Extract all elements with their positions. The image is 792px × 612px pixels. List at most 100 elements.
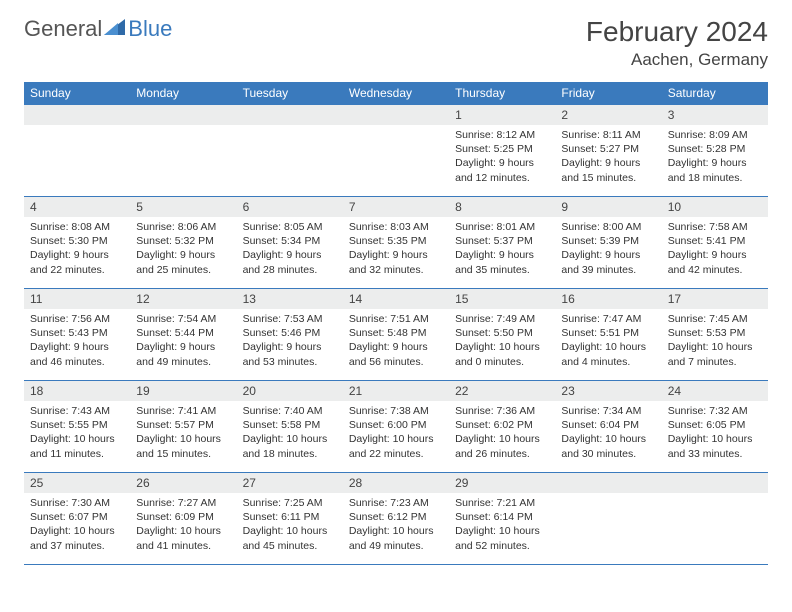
calendar-row: 4Sunrise: 8:08 AMSunset: 5:30 PMDaylight… xyxy=(24,197,768,289)
calendar-cell: 9Sunrise: 8:00 AMSunset: 5:39 PMDaylight… xyxy=(555,197,661,289)
day-number: 26 xyxy=(130,473,236,493)
day-number: 13 xyxy=(237,289,343,309)
day-details: Sunrise: 8:00 AMSunset: 5:39 PMDaylight:… xyxy=(555,217,661,283)
day-details: Sunrise: 8:01 AMSunset: 5:37 PMDaylight:… xyxy=(449,217,555,283)
calendar-cell: 29Sunrise: 7:21 AMSunset: 6:14 PMDayligh… xyxy=(449,473,555,565)
calendar-cell: 27Sunrise: 7:25 AMSunset: 6:11 PMDayligh… xyxy=(237,473,343,565)
day-number: 5 xyxy=(130,197,236,217)
logo-text-blue: Blue xyxy=(128,16,172,42)
day-number: 6 xyxy=(237,197,343,217)
calendar-cell: 18Sunrise: 7:43 AMSunset: 5:55 PMDayligh… xyxy=(24,381,130,473)
day-number: 23 xyxy=(555,381,661,401)
day-details: Sunrise: 7:40 AMSunset: 5:58 PMDaylight:… xyxy=(237,401,343,467)
weekday-header-row: SundayMondayTuesdayWednesdayThursdayFrid… xyxy=(24,82,768,105)
title-block: February 2024 Aachen, Germany xyxy=(586,16,768,70)
day-details: Sunrise: 7:49 AMSunset: 5:50 PMDaylight:… xyxy=(449,309,555,375)
day-number: 3 xyxy=(662,105,768,125)
calendar-cell-empty xyxy=(555,473,661,565)
day-number xyxy=(130,105,236,125)
day-details: Sunrise: 7:47 AMSunset: 5:51 PMDaylight:… xyxy=(555,309,661,375)
day-details: Sunrise: 7:41 AMSunset: 5:57 PMDaylight:… xyxy=(130,401,236,467)
calendar-cell-empty xyxy=(662,473,768,565)
calendar-table: SundayMondayTuesdayWednesdayThursdayFrid… xyxy=(24,82,768,565)
day-details: Sunrise: 7:54 AMSunset: 5:44 PMDaylight:… xyxy=(130,309,236,375)
calendar-cell: 8Sunrise: 8:01 AMSunset: 5:37 PMDaylight… xyxy=(449,197,555,289)
calendar-cell: 10Sunrise: 7:58 AMSunset: 5:41 PMDayligh… xyxy=(662,197,768,289)
day-number: 17 xyxy=(662,289,768,309)
day-details: Sunrise: 7:34 AMSunset: 6:04 PMDaylight:… xyxy=(555,401,661,467)
day-details: Sunrise: 8:09 AMSunset: 5:28 PMDaylight:… xyxy=(662,125,768,191)
calendar-row: 11Sunrise: 7:56 AMSunset: 5:43 PMDayligh… xyxy=(24,289,768,381)
weekday-header: Monday xyxy=(130,82,236,105)
day-number: 29 xyxy=(449,473,555,493)
calendar-cell: 6Sunrise: 8:05 AMSunset: 5:34 PMDaylight… xyxy=(237,197,343,289)
day-details: Sunrise: 7:51 AMSunset: 5:48 PMDaylight:… xyxy=(343,309,449,375)
day-number xyxy=(555,473,661,493)
calendar-cell: 24Sunrise: 7:32 AMSunset: 6:05 PMDayligh… xyxy=(662,381,768,473)
day-number: 12 xyxy=(130,289,236,309)
calendar-cell: 23Sunrise: 7:34 AMSunset: 6:04 PMDayligh… xyxy=(555,381,661,473)
calendar-cell-empty xyxy=(24,105,130,197)
calendar-cell: 28Sunrise: 7:23 AMSunset: 6:12 PMDayligh… xyxy=(343,473,449,565)
day-number xyxy=(24,105,130,125)
day-details: Sunrise: 7:25 AMSunset: 6:11 PMDaylight:… xyxy=(237,493,343,559)
day-number: 28 xyxy=(343,473,449,493)
day-details: Sunrise: 7:32 AMSunset: 6:05 PMDaylight:… xyxy=(662,401,768,467)
day-number xyxy=(662,473,768,493)
day-number: 15 xyxy=(449,289,555,309)
day-details: Sunrise: 8:11 AMSunset: 5:27 PMDaylight:… xyxy=(555,125,661,191)
calendar-cell: 14Sunrise: 7:51 AMSunset: 5:48 PMDayligh… xyxy=(343,289,449,381)
day-number: 20 xyxy=(237,381,343,401)
calendar-row: 25Sunrise: 7:30 AMSunset: 6:07 PMDayligh… xyxy=(24,473,768,565)
day-details: Sunrise: 7:38 AMSunset: 6:00 PMDaylight:… xyxy=(343,401,449,467)
day-details: Sunrise: 7:53 AMSunset: 5:46 PMDaylight:… xyxy=(237,309,343,375)
day-number: 14 xyxy=(343,289,449,309)
day-number: 1 xyxy=(449,105,555,125)
weekday-header: Sunday xyxy=(24,82,130,105)
calendar-cell: 16Sunrise: 7:47 AMSunset: 5:51 PMDayligh… xyxy=(555,289,661,381)
calendar-cell: 5Sunrise: 8:06 AMSunset: 5:32 PMDaylight… xyxy=(130,197,236,289)
day-number: 18 xyxy=(24,381,130,401)
day-details: Sunrise: 8:05 AMSunset: 5:34 PMDaylight:… xyxy=(237,217,343,283)
calendar-cell-empty xyxy=(237,105,343,197)
weekday-header: Thursday xyxy=(449,82,555,105)
day-number: 11 xyxy=(24,289,130,309)
day-details: Sunrise: 7:21 AMSunset: 6:14 PMDaylight:… xyxy=(449,493,555,559)
weekday-header: Friday xyxy=(555,82,661,105)
calendar-cell: 4Sunrise: 8:08 AMSunset: 5:30 PMDaylight… xyxy=(24,197,130,289)
calendar-cell: 7Sunrise: 8:03 AMSunset: 5:35 PMDaylight… xyxy=(343,197,449,289)
day-number: 21 xyxy=(343,381,449,401)
calendar-cell: 1Sunrise: 8:12 AMSunset: 5:25 PMDaylight… xyxy=(449,105,555,197)
day-number: 10 xyxy=(662,197,768,217)
day-number: 25 xyxy=(24,473,130,493)
calendar-cell: 12Sunrise: 7:54 AMSunset: 5:44 PMDayligh… xyxy=(130,289,236,381)
calendar-cell-empty xyxy=(130,105,236,197)
weekday-header: Saturday xyxy=(662,82,768,105)
calendar-cell: 20Sunrise: 7:40 AMSunset: 5:58 PMDayligh… xyxy=(237,381,343,473)
day-number: 24 xyxy=(662,381,768,401)
logo-text-general: General xyxy=(24,16,102,42)
day-details: Sunrise: 7:23 AMSunset: 6:12 PMDaylight:… xyxy=(343,493,449,559)
logo: General Blue xyxy=(24,16,172,42)
weekday-header: Tuesday xyxy=(237,82,343,105)
calendar-cell: 15Sunrise: 7:49 AMSunset: 5:50 PMDayligh… xyxy=(449,289,555,381)
day-number: 22 xyxy=(449,381,555,401)
day-details: Sunrise: 8:12 AMSunset: 5:25 PMDaylight:… xyxy=(449,125,555,191)
day-details: Sunrise: 7:30 AMSunset: 6:07 PMDaylight:… xyxy=(24,493,130,559)
header: General Blue February 2024 Aachen, Germa… xyxy=(24,16,768,70)
calendar-cell: 11Sunrise: 7:56 AMSunset: 5:43 PMDayligh… xyxy=(24,289,130,381)
calendar-cell: 13Sunrise: 7:53 AMSunset: 5:46 PMDayligh… xyxy=(237,289,343,381)
day-number: 2 xyxy=(555,105,661,125)
calendar-row: 18Sunrise: 7:43 AMSunset: 5:55 PMDayligh… xyxy=(24,381,768,473)
day-number: 16 xyxy=(555,289,661,309)
calendar-cell: 3Sunrise: 8:09 AMSunset: 5:28 PMDaylight… xyxy=(662,105,768,197)
triangle-icon xyxy=(104,18,126,41)
calendar-cell: 26Sunrise: 7:27 AMSunset: 6:09 PMDayligh… xyxy=(130,473,236,565)
day-details: Sunrise: 7:27 AMSunset: 6:09 PMDaylight:… xyxy=(130,493,236,559)
weekday-header: Wednesday xyxy=(343,82,449,105)
day-number: 4 xyxy=(24,197,130,217)
day-details: Sunrise: 8:08 AMSunset: 5:30 PMDaylight:… xyxy=(24,217,130,283)
day-number xyxy=(237,105,343,125)
day-details: Sunrise: 7:45 AMSunset: 5:53 PMDaylight:… xyxy=(662,309,768,375)
day-details: Sunrise: 8:06 AMSunset: 5:32 PMDaylight:… xyxy=(130,217,236,283)
